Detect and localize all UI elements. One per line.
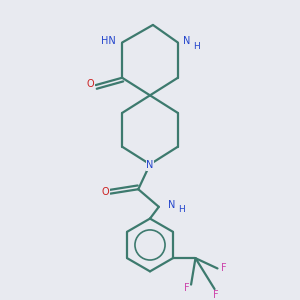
Text: N: N [168, 200, 175, 210]
Text: F: F [220, 263, 226, 273]
Text: O: O [101, 187, 109, 197]
Text: F: F [213, 290, 219, 300]
Text: HN: HN [101, 36, 116, 46]
Text: N: N [146, 160, 154, 170]
Text: H: H [193, 42, 200, 51]
Text: F: F [184, 283, 190, 292]
Text: O: O [87, 79, 94, 88]
Text: N: N [183, 36, 190, 46]
Text: H: H [178, 205, 184, 214]
